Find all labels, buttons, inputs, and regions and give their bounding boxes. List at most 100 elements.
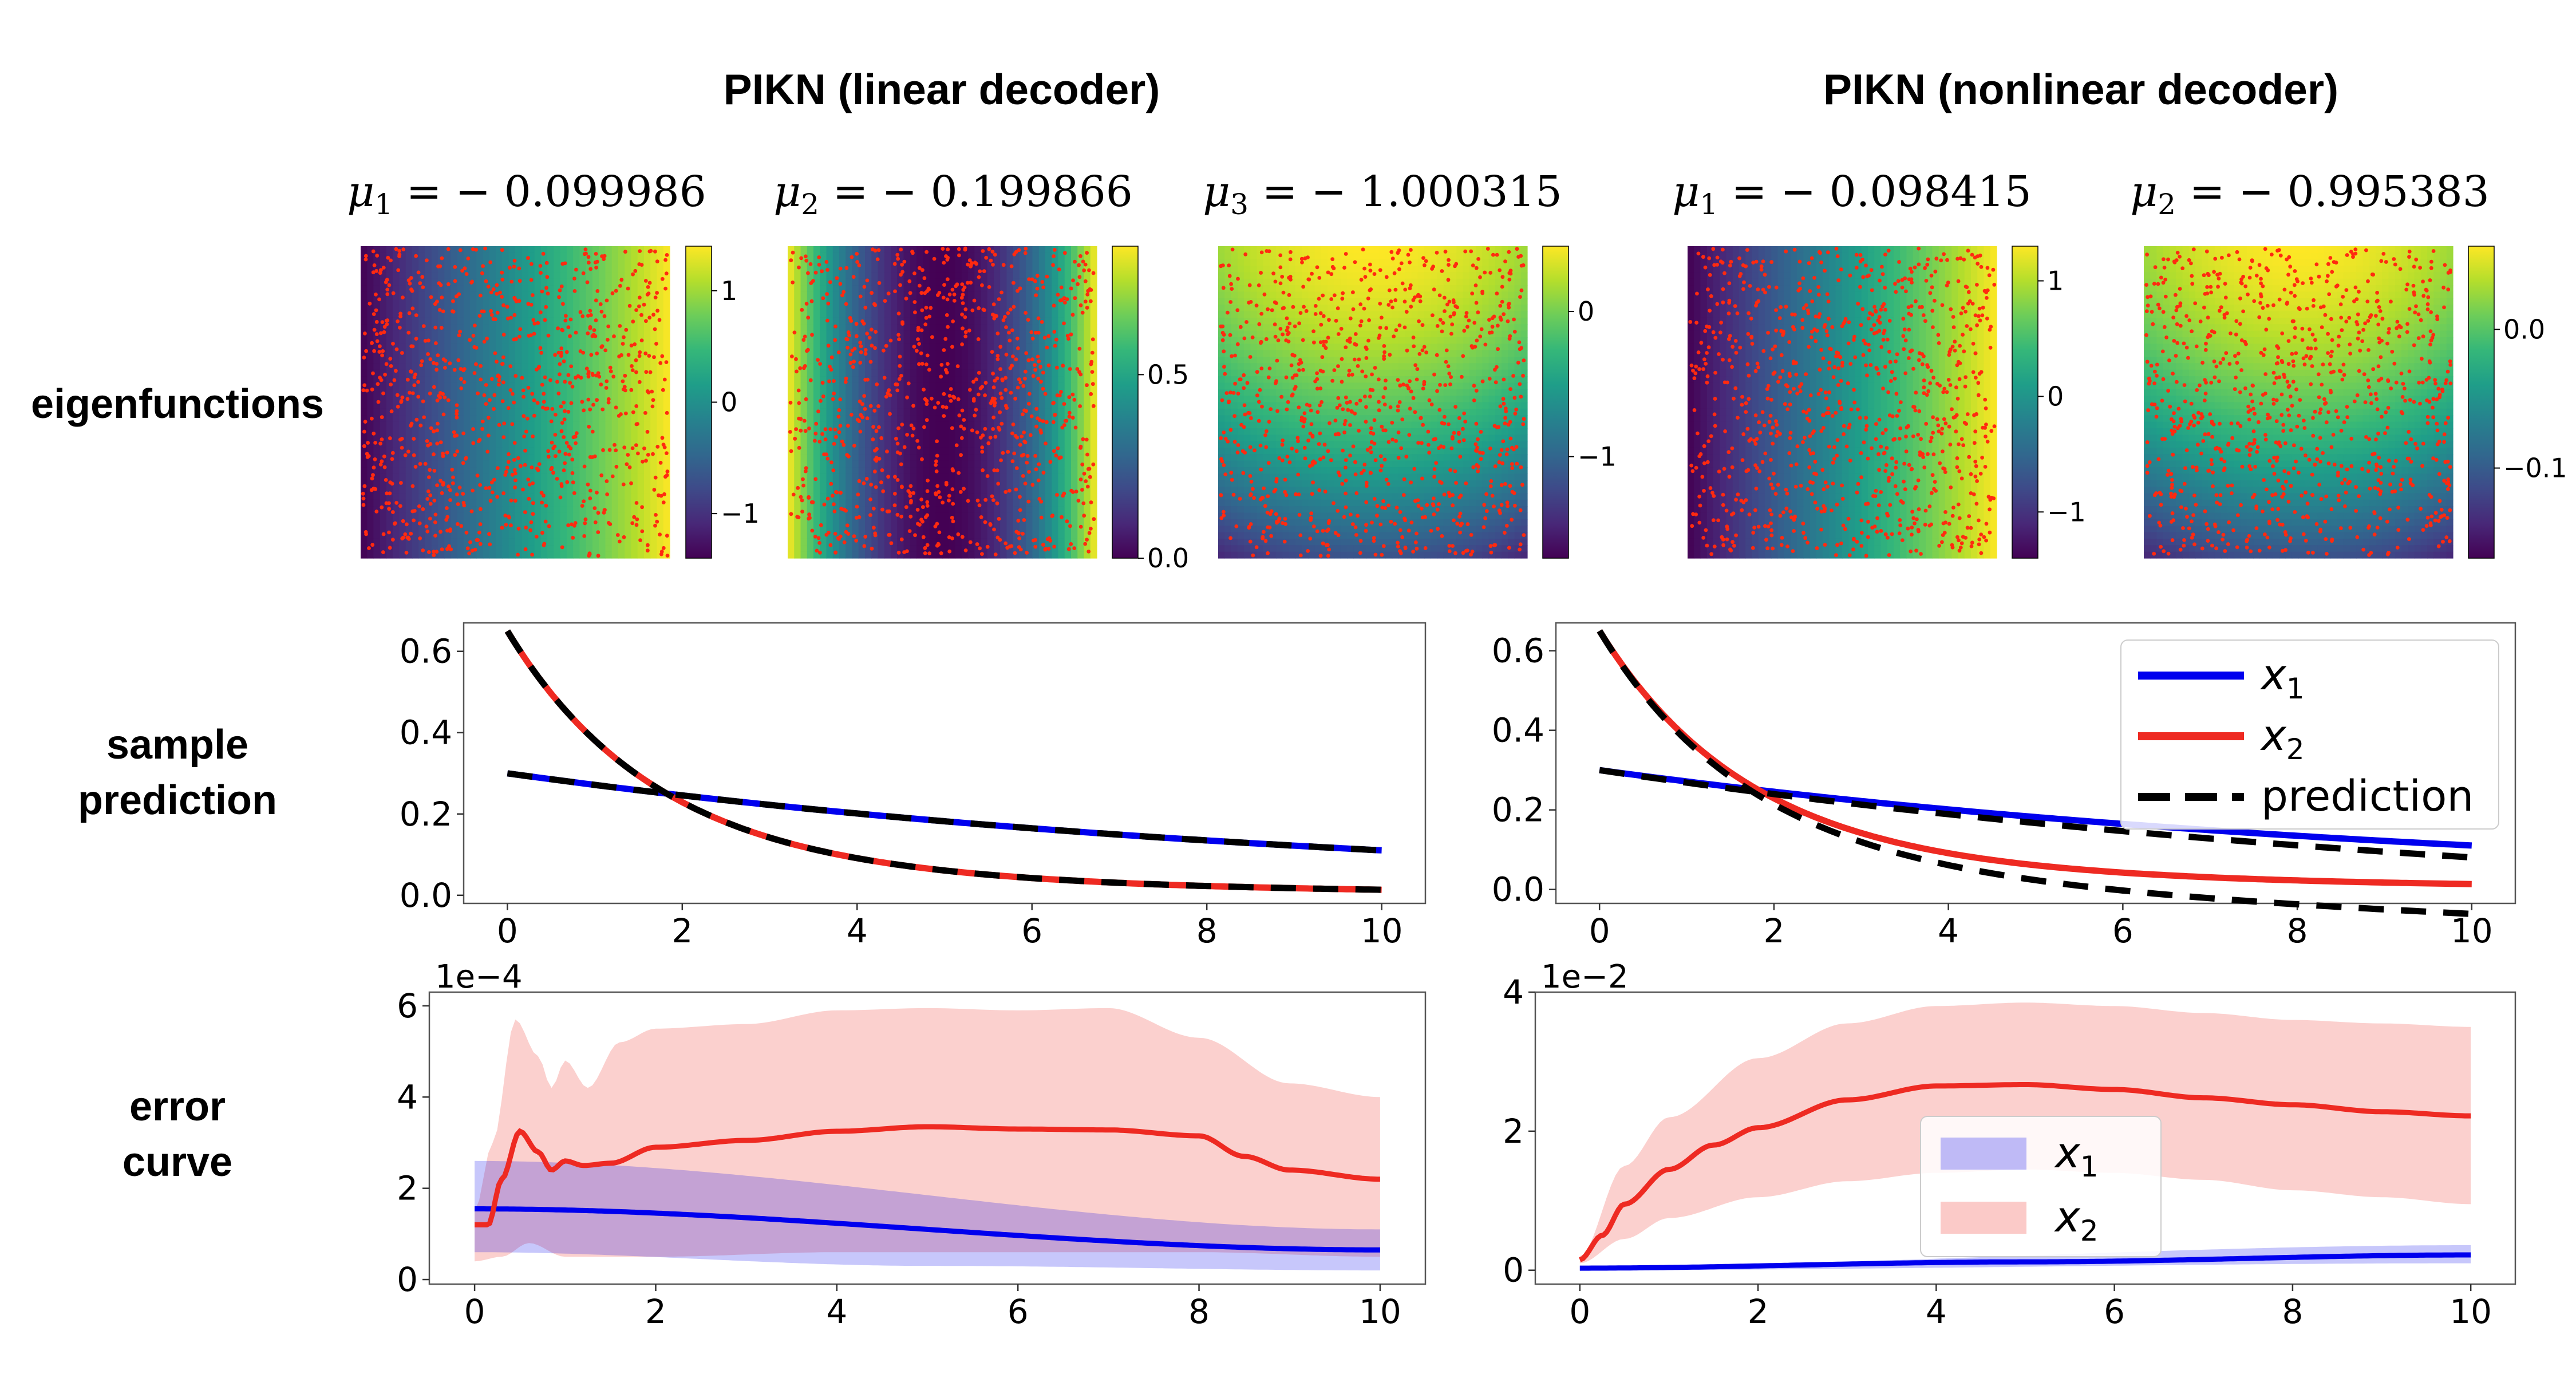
- collocation-point: [451, 475, 455, 480]
- heatmap-cell: [994, 305, 1001, 312]
- mu-symbol: μ: [347, 167, 374, 216]
- collocation-point: [412, 518, 416, 523]
- heatmap-cell: [534, 305, 542, 312]
- heatmap-cell: [476, 272, 484, 279]
- heatmap-cell: [813, 519, 820, 526]
- heatmap-cell: [444, 266, 452, 273]
- heatmap-cell: [599, 551, 606, 559]
- heatmap-cell: [599, 460, 606, 468]
- heatmap-cell: [405, 551, 413, 559]
- collocation-point: [605, 479, 609, 483]
- heatmap-cell: [489, 526, 496, 533]
- collocation-point: [512, 264, 516, 269]
- heatmap-cell: [865, 421, 872, 429]
- collocation-point: [506, 406, 511, 410]
- heatmap-cell: [657, 396, 664, 403]
- heatmap-cell: [567, 499, 574, 507]
- collocation-point: [605, 298, 609, 303]
- heatmap-cell: [502, 460, 509, 468]
- collocation-point: [588, 309, 592, 313]
- collocation-point: [450, 468, 455, 472]
- heatmap-cell: [483, 369, 490, 377]
- heatmap-cell: [483, 460, 490, 468]
- collocation-point: [604, 386, 609, 390]
- collocation-point: [394, 369, 398, 373]
- heatmap-cell: [393, 512, 400, 520]
- heatmap-cell: [813, 493, 820, 500]
- collocation-point: [614, 464, 619, 469]
- heatmap-cell: [367, 441, 374, 448]
- heatmap-cell: [903, 545, 911, 552]
- collocation-point: [586, 482, 590, 487]
- heatmap-cell: [541, 291, 548, 299]
- heatmap-cell: [903, 538, 911, 546]
- collocation-point: [665, 469, 670, 473]
- heatmap-cell: [631, 467, 638, 474]
- heatmap-cell: [579, 278, 587, 286]
- heatmap-cell: [846, 311, 853, 318]
- heatmap-cell: [625, 473, 632, 481]
- heatmap-cell: [611, 382, 619, 390]
- collocation-point: [603, 348, 608, 353]
- heatmap-cell: [547, 357, 555, 364]
- collocation-point: [503, 473, 508, 477]
- heatmap-cell: [1006, 350, 1014, 357]
- heatmap-cell: [515, 376, 522, 384]
- heatmap-cell: [650, 526, 658, 533]
- heatmap-cell: [800, 551, 808, 559]
- heatmap-cell: [399, 421, 406, 429]
- heatmap-cell: [586, 337, 593, 344]
- heatmap-cell: [891, 408, 898, 416]
- heatmap-cell: [807, 266, 814, 273]
- heatmap-cell: [820, 305, 827, 312]
- collocation-point: [451, 481, 455, 485]
- heatmap-cell: [897, 389, 904, 396]
- heatmap-cell: [380, 363, 387, 370]
- collocation-point: [370, 416, 374, 421]
- heatmap-cell: [839, 415, 846, 423]
- heatmap-cell: [637, 441, 645, 448]
- heatmap-cell: [981, 285, 988, 293]
- collocation-point: [543, 375, 547, 380]
- heatmap-cell: [496, 369, 503, 377]
- heatmap-cell: [820, 382, 827, 390]
- heatmap-cell: [981, 382, 988, 390]
- heatmap-cell: [832, 402, 840, 409]
- heatmap-cell: [367, 499, 374, 507]
- heatmap-cell: [910, 467, 917, 474]
- heatmap-cell: [910, 506, 917, 514]
- heatmap-cell: [464, 493, 471, 500]
- heatmap-cell: [425, 376, 432, 384]
- heatmap-cell: [541, 259, 548, 266]
- collocation-point: [491, 287, 496, 291]
- heatmap-cell: [605, 499, 613, 507]
- heatmap-cell: [489, 291, 496, 299]
- heatmap-cell: [586, 538, 593, 546]
- collocation-point: [434, 550, 439, 554]
- heatmap-cell: [399, 538, 406, 546]
- collocation-point: [408, 390, 412, 395]
- heatmap-cell: [611, 526, 619, 533]
- heatmap-cell: [878, 298, 885, 305]
- heatmap-cell: [586, 363, 593, 370]
- heatmap-cell: [586, 278, 593, 286]
- heatmap-cell: [567, 487, 574, 494]
- heatmap-cell: [625, 441, 632, 448]
- collocation-point: [471, 441, 476, 445]
- collocation-point: [538, 264, 543, 268]
- heatmap-cell: [884, 487, 891, 494]
- heatmap-cell: [438, 382, 445, 390]
- heatmap-cell: [852, 467, 859, 474]
- heatmap-cell: [605, 252, 613, 260]
- heatmap-cell: [483, 389, 490, 396]
- heatmap-cell: [547, 499, 555, 507]
- heatmap-cell: [541, 272, 548, 279]
- heatmap-cell: [923, 421, 930, 429]
- heatmap-cell: [405, 350, 413, 357]
- heatmap-cell: [968, 324, 975, 331]
- heatmap-cell: [470, 538, 477, 546]
- heatmap-cell: [489, 467, 496, 474]
- heatmap-cell: [846, 402, 853, 409]
- heatmap-cell: [1013, 272, 1020, 279]
- heatmap-cell: [438, 337, 445, 344]
